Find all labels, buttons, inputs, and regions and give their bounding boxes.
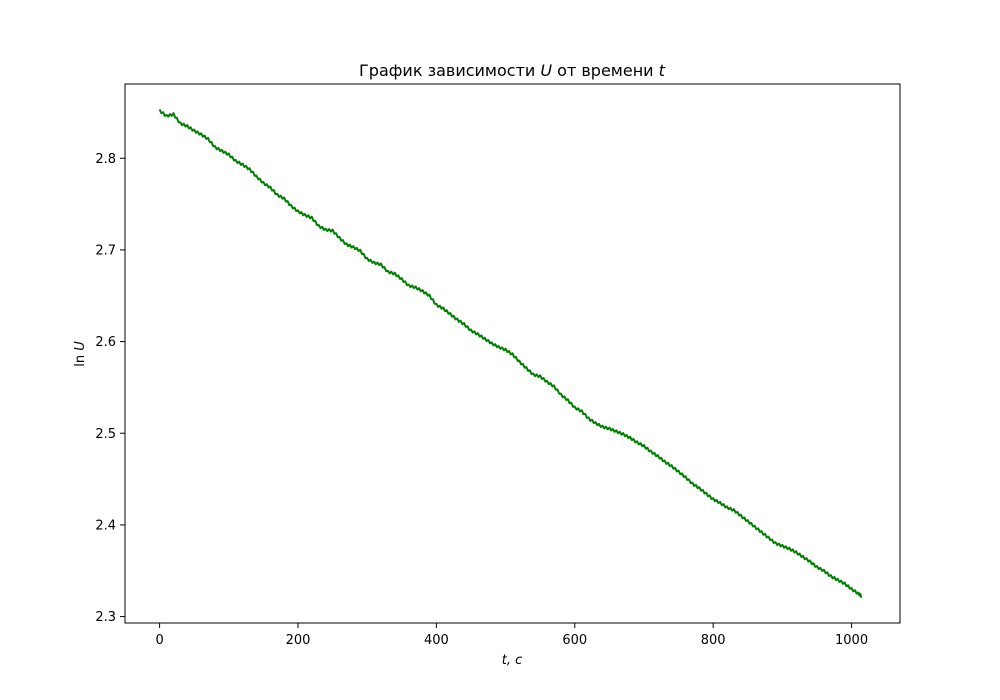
chart-title: График зависимости U от времени t [359,61,666,80]
series-line [158,109,863,598]
axes-frame [124,83,901,624]
y-axis-label: ln U [73,341,88,367]
x-tick-label: 1000 [835,633,868,648]
x-tick-label: 400 [424,633,449,648]
x-axis-ticks: 0 200 400 600 800 1000 [155,623,868,648]
y-tick-label: 2.5 [95,427,116,442]
x-tick-label: 800 [701,633,726,648]
y-axis-ticks: 2.3 2.4 2.5 2.6 2.7 2.8 [95,152,125,625]
y-tick-label: 2.4 [95,518,116,533]
plot-area: 0 200 400 600 800 1000 2.3 2.4 2.5 2.6 2.7 2.8 [95,83,901,648]
x-axis-label: t, c [502,653,523,668]
x-tick-label: 0 [155,633,163,648]
y-tick-label: 2.6 [95,335,116,350]
y-tick-label: 2.3 [95,610,116,625]
series-layer [158,109,863,598]
y-tick-label: 2.7 [95,243,116,258]
y-tick-label: 2.8 [95,152,116,167]
x-tick-label: 600 [562,633,587,648]
x-tick-label: 200 [286,633,311,648]
